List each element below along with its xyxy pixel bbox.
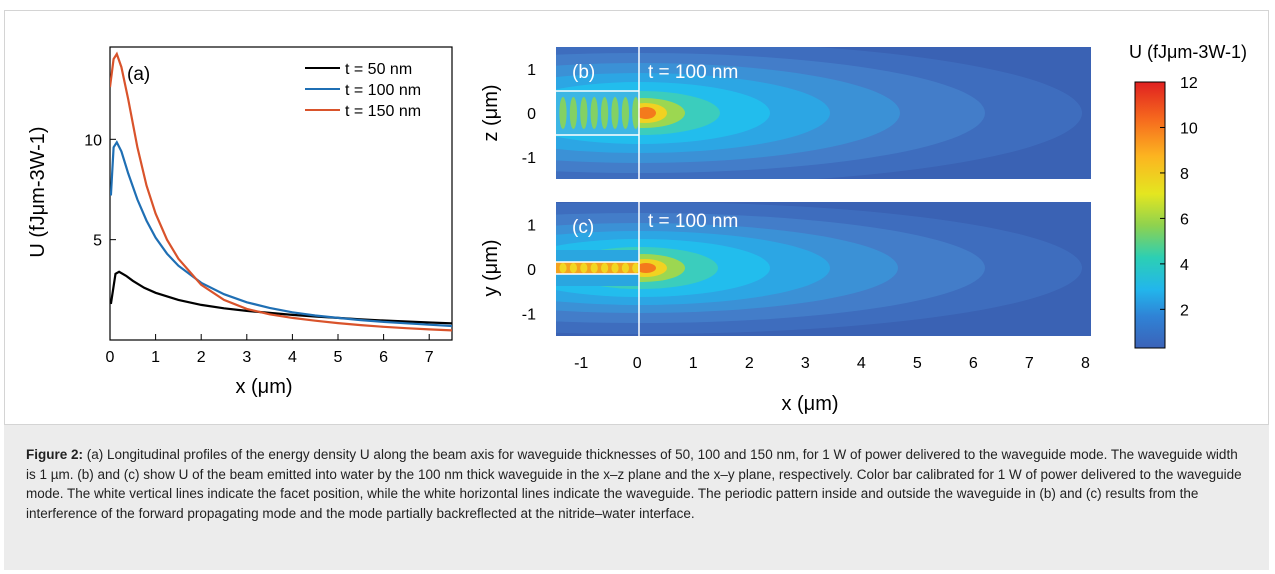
panel-b-field [556, 47, 1082, 179]
panel-a-xtick-label: 7 [425, 349, 434, 366]
panel-b-ytick-label: -1 [522, 150, 536, 167]
legend-label-t100: t = 100 nm [345, 82, 421, 99]
colorbar: U (fJμm-3W-1) 12 10 8 6 4 2 [1129, 42, 1247, 349]
shared-xtick-label: 8 [1081, 355, 1090, 372]
shared-xtick-label: 5 [913, 355, 922, 372]
interference-fringe [559, 263, 567, 273]
colorbar-ticks: 12 10 8 6 4 2 [1160, 75, 1198, 319]
colorbar-title: U (fJμm-3W-1) [1129, 42, 1247, 62]
legend-label-t50: t = 50 nm [345, 61, 412, 78]
series-line-0 [110, 270, 452, 325]
panel-a-ylabel: U (fJμm-3W-1) [27, 126, 49, 257]
interference-fringe [601, 97, 609, 129]
panel-c: (c) t = 100 nm 1 0 -1 y (μm) [480, 202, 1091, 336]
panel-a-xtick-label: 5 [334, 349, 343, 366]
interference-fringe [621, 263, 630, 273]
shared-xticks: -1 0 1 2 3 4 5 6 7 8 [574, 355, 1090, 372]
shared-xtick-label: 3 [801, 355, 810, 372]
panel-b-fringes [559, 97, 640, 129]
interference-fringe [611, 263, 619, 273]
panel-b-ylabel: z (μm) [480, 84, 502, 141]
panel-c-ytick-label: 1 [527, 217, 536, 234]
panel-c-label: (c) [572, 217, 594, 238]
panel-a-frame [109, 46, 453, 341]
panel-a-yticks: 5 10 [84, 132, 116, 250]
interference-fringe [590, 97, 598, 129]
colorbar-tick-label: 6 [1180, 211, 1189, 228]
panel-a-xtick-label: 3 [242, 349, 251, 366]
series-line-1 [110, 140, 452, 328]
panel-c-ytick-label: 0 [527, 262, 536, 279]
shared-xlabel: x (μm) [781, 393, 838, 415]
interference-fringe [632, 97, 640, 129]
panel-a-xtick-label: 0 [106, 349, 115, 366]
panel-b-yticks: 1 0 -1 [522, 62, 536, 167]
panel-a-ytick-label: 10 [84, 132, 102, 149]
panel-a-xtick-label: 6 [379, 349, 388, 366]
interference-fringe [559, 97, 567, 129]
legend-label-t150: t = 150 nm [345, 103, 421, 120]
interference-fringe [632, 263, 640, 273]
panel-b-ytick-label: 0 [527, 106, 536, 123]
shared-xtick-label: 0 [633, 355, 642, 372]
panel-b: (b) t = 100 nm 1 0 -1 z (μm) [480, 47, 1091, 179]
figure-caption: Figure 2: (a) Longitudinal profiles of t… [4, 425, 1269, 570]
panel-c-yticks: 1 0 -1 [522, 217, 536, 323]
panel-c-ylabel: y (μm) [480, 239, 502, 296]
interference-fringe [580, 263, 588, 273]
interference-fringe [611, 97, 619, 129]
colorbar-tick-label: 8 [1180, 166, 1189, 183]
shared-xtick-label: 7 [1025, 355, 1034, 372]
shared-xtick-label: 2 [745, 355, 754, 372]
panel-c-ytick-label: -1 [522, 307, 536, 324]
panel-b-label: (b) [572, 62, 595, 83]
panel-a-xlabel: x (μm) [235, 376, 292, 398]
series-line-2 [110, 51, 452, 332]
shared-xtick-label: -1 [574, 355, 588, 372]
interference-fringe [569, 97, 578, 129]
interference-fringe [590, 263, 598, 273]
panel-a-xticks: 0 1 2 3 4 5 6 7 [106, 334, 434, 366]
panel-a: 0 1 2 3 4 5 6 7 5 10 (a) t = 50 nm t = 100 nm t … [27, 46, 453, 398]
colorbar-scale [1134, 81, 1166, 349]
panel-c-annotation: t = 100 nm [648, 211, 738, 232]
panel-a-xtick-label: 2 [197, 349, 206, 366]
interference-fringe [580, 97, 588, 129]
panel-a-curves [110, 51, 452, 332]
caption-label: Figure 2: [26, 447, 84, 462]
shared-xtick-label: 4 [857, 355, 866, 372]
colorbar-tick-label: 12 [1180, 75, 1198, 92]
panel-a-label: (a) [127, 64, 150, 85]
colorbar-tick-label: 4 [1180, 257, 1189, 274]
interference-fringe [601, 263, 609, 273]
interference-fringe [621, 97, 630, 129]
shared-xtick-label: 6 [969, 355, 978, 372]
panel-c-fringes [559, 263, 640, 273]
colorbar-tick-label: 10 [1180, 120, 1198, 137]
panel-b-ytick-label: 1 [527, 62, 536, 79]
panel-a-ytick-label: 5 [93, 233, 102, 250]
caption-text: (a) Longitudinal profiles of the energy … [26, 447, 1242, 521]
panel-c-field [556, 202, 1082, 334]
shared-xtick-label: 1 [689, 355, 698, 372]
panel-b-annotation: t = 100 nm [648, 62, 738, 83]
panel-a-xtick-label: 4 [288, 349, 297, 366]
panel-a-xtick-label: 1 [151, 349, 160, 366]
panel-a-legend: t = 50 nm t = 100 nm t = 150 nm [305, 61, 421, 120]
colorbar-tick-label: 2 [1180, 302, 1189, 319]
interference-fringe [569, 263, 578, 273]
